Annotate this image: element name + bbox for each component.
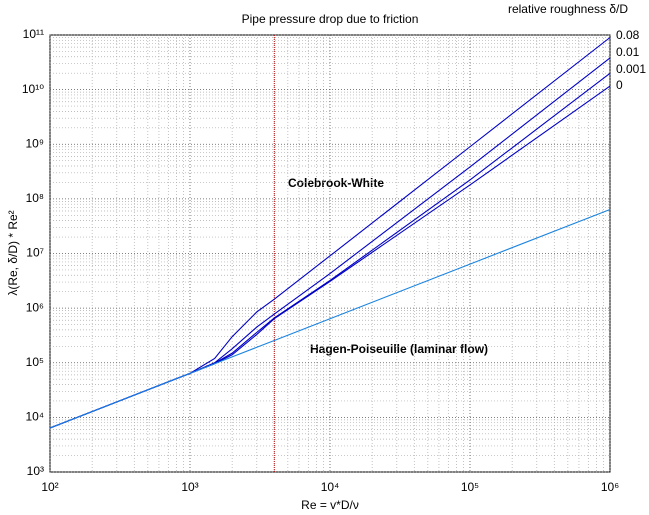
y-axis-label: λ(Re, δ/D) * Re² [6, 210, 20, 295]
y-tick-label: 10¹¹ [23, 27, 44, 41]
series-label: 0.001 [616, 62, 646, 76]
x-tick-label: 10⁴ [321, 480, 340, 494]
legend-title: relative roughness δ/D [508, 2, 628, 16]
y-tick-label: 10¹⁰ [22, 82, 44, 96]
y-tick-label: 10⁵ [26, 355, 44, 369]
series-label: 0 [616, 78, 623, 92]
annotation: Colebrook-White [288, 176, 384, 190]
y-tick-label: 10⁹ [26, 136, 45, 150]
y-tick-label: 10⁷ [26, 246, 44, 260]
x-tick-label: 10⁵ [461, 480, 479, 494]
y-tick-label: 10⁸ [26, 191, 44, 205]
x-tick-label: 10² [41, 480, 58, 494]
y-tick-label: 10⁶ [26, 300, 44, 314]
series-line [49, 37, 611, 429]
y-tick-label: 10⁴ [25, 410, 44, 424]
series-label: 0.01 [616, 45, 640, 59]
chart-title: Pipe pressure drop due to friction [242, 12, 419, 26]
series-line [49, 208, 611, 429]
series-label: 0.08 [616, 28, 640, 42]
y-tick-label: 10³ [27, 464, 44, 478]
annotation: Hagen-Poiseuille (laminar flow) [310, 342, 488, 356]
x-tick-label: 10⁶ [601, 480, 619, 494]
x-tick-label: 10³ [181, 480, 198, 494]
x-axis-label: Re = v*D/ν [301, 498, 359, 512]
